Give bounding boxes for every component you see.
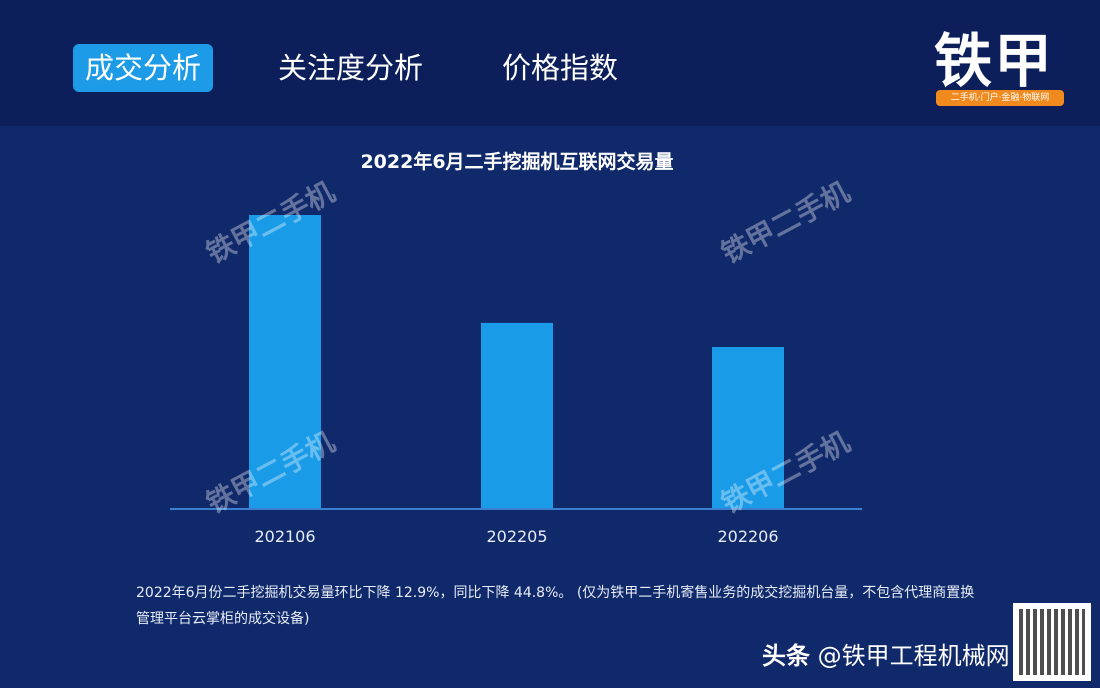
chart-title: 2022年6月二手挖掘机互联网交易量 bbox=[360, 150, 673, 173]
bar-202106 bbox=[249, 215, 321, 509]
logo: 铁甲 二手机·门户·金融·物联网 bbox=[930, 14, 1070, 108]
footer-attribution: 头条 @铁甲工程机械网 bbox=[762, 636, 1010, 671]
logo-text: 铁甲 bbox=[934, 27, 1055, 95]
x-tick-label: 202205 bbox=[486, 527, 547, 546]
tab-deal-analysis[interactable]: 成交分析 bbox=[73, 44, 214, 92]
bar-202205 bbox=[481, 322, 553, 509]
qr-code bbox=[1013, 603, 1091, 681]
chart-note: 2022年6月份二手挖掘机交易量环比下降 12.9%，同比下降 44.8%。 (… bbox=[136, 585, 975, 627]
tab-attention-analysis[interactable]: 关注度分析 bbox=[278, 51, 424, 85]
bar-202206 bbox=[712, 347, 784, 509]
logo-tagline: 二手机·门户·金融·物联网 bbox=[936, 90, 1064, 106]
bar-chart: 2022年6月二手挖掘机互联网交易量 202106 202205 202206 铁甲… bbox=[170, 150, 862, 546]
x-tick-label: 202206 bbox=[717, 527, 778, 546]
footer-prefix: 头条 bbox=[762, 642, 810, 670]
watermark: 铁甲二手机 bbox=[716, 175, 855, 270]
x-tick-label: 202106 bbox=[254, 527, 315, 546]
tab-price-index[interactable]: 价格指数 bbox=[502, 51, 619, 85]
footer-handle: @铁甲工程机械网 bbox=[817, 642, 1010, 670]
